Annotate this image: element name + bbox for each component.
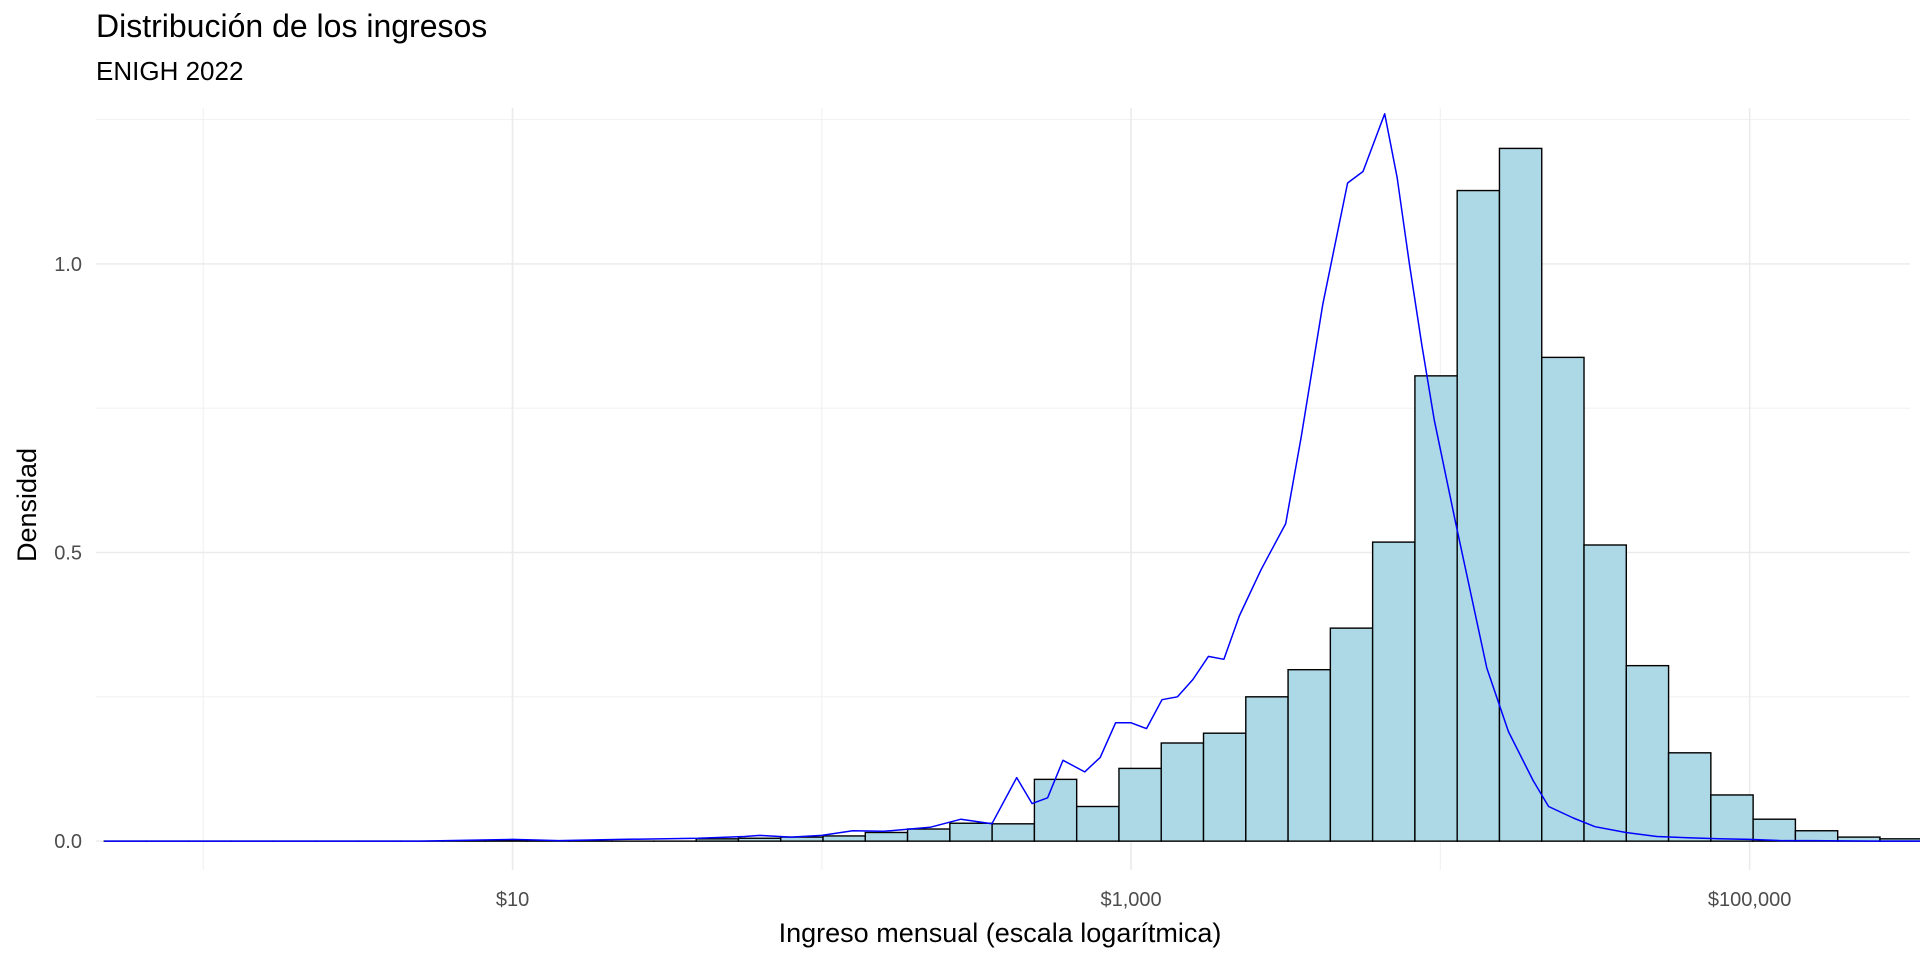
histogram-bar: [1794, 830, 1839, 842]
x-tick-label: $100,000: [1708, 889, 1791, 911]
histogram-bar: [949, 822, 993, 842]
histogram-bar: [1710, 794, 1754, 842]
histogram-bar: [695, 838, 740, 842]
histogram-bar: [906, 828, 951, 842]
y-tick-label: 0.5: [54, 543, 82, 565]
histogram-bar: [864, 831, 909, 842]
histogram-bar: [1202, 732, 1247, 842]
histogram-bar: [1456, 189, 1501, 842]
y-tick-label: 1.0: [54, 254, 82, 276]
x-axis-title: Ingreso mensual (escala logarítmica): [779, 918, 1222, 948]
histogram-bar: [780, 836, 824, 842]
histogram-bar: [1583, 544, 1627, 842]
histogram-bar: [1371, 541, 1416, 842]
histogram-bar: [484, 839, 528, 842]
density-curve-group: [104, 113, 1920, 842]
histogram-bar: [737, 837, 782, 842]
histogram-bar: [822, 835, 866, 842]
x-tick-label: $10: [496, 889, 529, 911]
histogram-bar: [1287, 668, 1332, 842]
histogram-bar: [991, 823, 1036, 842]
histogram-bar: [1498, 147, 1543, 842]
x-tick-label: $1,000: [1100, 889, 1161, 911]
histogram-bar: [1118, 767, 1162, 842]
histogram-bar: [1414, 375, 1458, 842]
chart-title: Distribución de los ingresos: [96, 8, 488, 44]
chart-subtitle: ENIGH 2022: [96, 56, 244, 86]
histogram-bar: [1075, 805, 1120, 842]
histogram-bar: [1033, 778, 1078, 842]
density-curve: [104, 113, 1920, 842]
histogram-bar: [1752, 818, 1797, 842]
histogram-bar: [1625, 664, 1670, 842]
y-tick-label: 0.0: [54, 831, 82, 853]
axes: $10 $1,000 $100,000 0.0 0.5 1.0: [54, 254, 1791, 911]
histogram-bar: [1667, 752, 1712, 842]
y-axis-title: Densidad: [12, 448, 42, 562]
histogram-bars: [103, 147, 1920, 842]
histogram-bar: [1245, 696, 1289, 842]
histogram-bar: [1160, 742, 1205, 842]
histogram-bar: [1329, 627, 1374, 842]
histogram-bar: [1541, 356, 1585, 842]
